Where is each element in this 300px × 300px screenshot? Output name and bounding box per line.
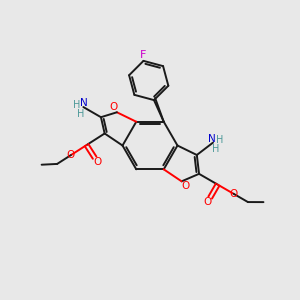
Text: O: O — [93, 157, 101, 167]
Text: H: H — [77, 109, 85, 118]
Text: H: H — [73, 100, 80, 110]
Text: H: H — [216, 135, 223, 145]
Text: N: N — [208, 134, 216, 144]
Text: O: O — [67, 150, 75, 161]
Text: N: N — [80, 98, 88, 109]
Text: H: H — [212, 144, 219, 154]
Text: O: O — [181, 181, 189, 191]
Text: O: O — [204, 197, 212, 207]
Text: O: O — [109, 103, 117, 112]
Text: O: O — [230, 189, 238, 199]
Text: F: F — [140, 50, 147, 60]
